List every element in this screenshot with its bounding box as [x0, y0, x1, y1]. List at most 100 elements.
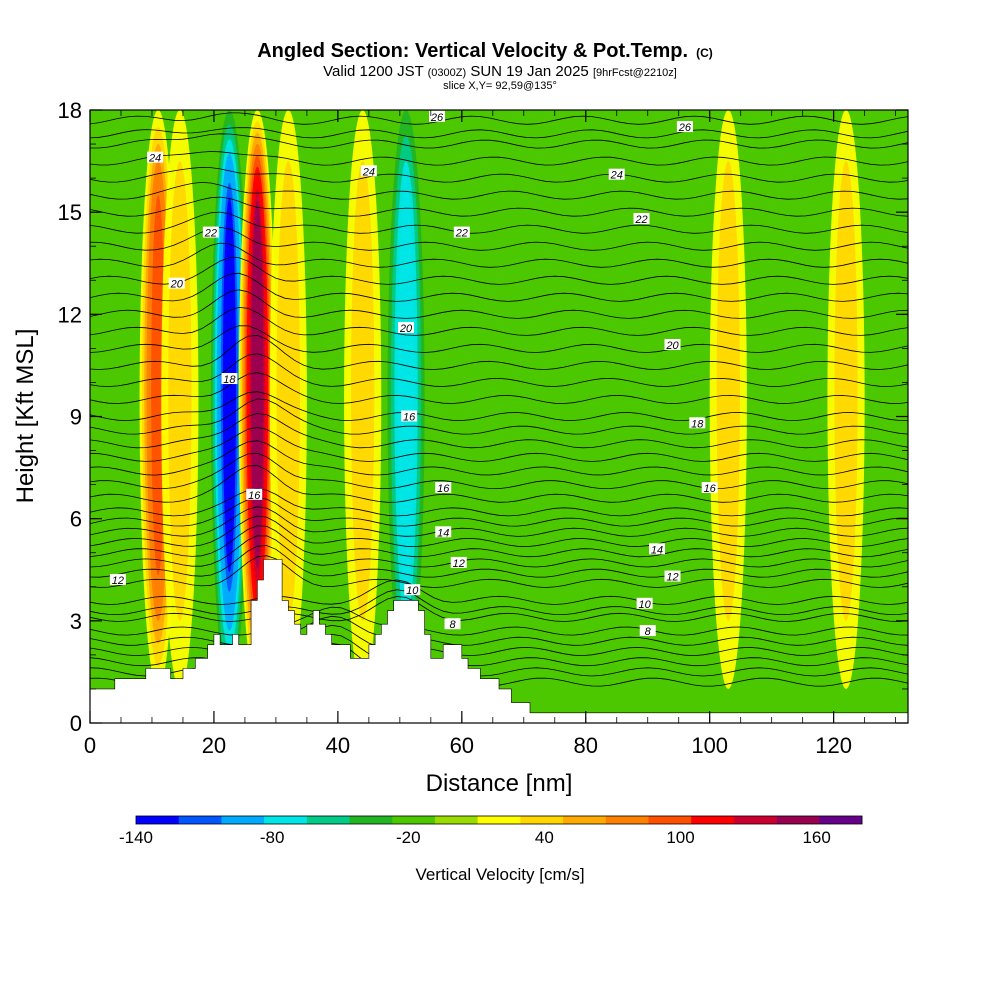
- contour-label: 10: [636, 597, 653, 611]
- x-tick-label: 20: [202, 733, 226, 758]
- theta-contour: [90, 465, 908, 503]
- contour-label: 18: [689, 417, 706, 430]
- theta-contour: [90, 525, 908, 558]
- theta-contour: [90, 226, 908, 251]
- svg-text:14: 14: [651, 544, 663, 556]
- contour-label: 18: [221, 373, 238, 386]
- colorbar-segment: [563, 816, 607, 824]
- terrain: [90, 559, 908, 723]
- contour-label: 12: [664, 570, 681, 584]
- theta-contour: [90, 372, 908, 404]
- colorbar-segment: [733, 816, 777, 824]
- theta-contour: [90, 112, 908, 125]
- colorbar-segment: [520, 816, 564, 824]
- svg-text:22: 22: [634, 214, 647, 226]
- contour-label: 14: [435, 526, 452, 539]
- theta-contour: [90, 398, 908, 435]
- colorbar-segment: [349, 816, 393, 824]
- theta-contour: [90, 497, 908, 527]
- theta-contour: [90, 545, 908, 578]
- contour-label: 20: [398, 321, 415, 335]
- velocity-band: [351, 161, 375, 621]
- colorbar-segment: [178, 816, 222, 824]
- svg-text:24: 24: [148, 153, 161, 165]
- contour-label: 8: [639, 625, 656, 638]
- colorbar-segment: [819, 816, 863, 824]
- svg-text:8: 8: [449, 619, 456, 631]
- chart-subtitle: Valid 1200 JST (0300Z) SUN 19 Jan 2025 […: [323, 63, 677, 80]
- colorbar-tick-label: -20: [396, 828, 421, 847]
- x-axis-label: Distance [nm]: [426, 770, 573, 797]
- contour-label: 20: [664, 338, 681, 352]
- theta-contour: [90, 506, 908, 537]
- y-tick-label: 18: [58, 98, 82, 123]
- colorbar-segment: [776, 816, 820, 824]
- y-tick-label: 3: [70, 609, 82, 634]
- svg-text:10: 10: [639, 599, 652, 611]
- theta-contour: [90, 555, 908, 588]
- velocity-band: [168, 161, 192, 621]
- theta-contour: [90, 306, 908, 336]
- contour-label: 24: [360, 165, 377, 178]
- svg-text:10: 10: [406, 585, 419, 597]
- svg-text:24: 24: [610, 170, 623, 182]
- x-tick-label: 80: [574, 733, 598, 758]
- colorbar: -140 -80 -20 40 100 160: [119, 815, 863, 847]
- svg-text:24: 24: [362, 166, 375, 178]
- contour-label: 24: [608, 168, 625, 182]
- theta-contour: [90, 452, 908, 490]
- theta-contour: [90, 589, 908, 616]
- contour-label: 12: [109, 573, 126, 587]
- x-tick-label: 40: [326, 733, 350, 758]
- contour-label: 22: [453, 226, 470, 240]
- svg-text:22: 22: [204, 228, 217, 240]
- colorbar-segment: [306, 816, 350, 824]
- contour-label: 12: [450, 556, 467, 570]
- colorbar-segment: [648, 816, 692, 824]
- theta-contour: [90, 596, 908, 622]
- svg-text:14: 14: [437, 527, 449, 539]
- colorbar-segment: [605, 816, 649, 824]
- velocity-band: [151, 195, 166, 576]
- colorbar-tick-label: -80: [260, 828, 285, 847]
- svg-text:26: 26: [430, 112, 444, 124]
- colorbar-segment: [477, 816, 521, 824]
- x-tick-label: 100: [691, 733, 728, 758]
- colorbar-segment: [264, 816, 308, 824]
- colorbar-segment: [691, 816, 735, 824]
- title-block: Angled Section: Vertical Velocity & Pot.…: [257, 40, 713, 92]
- y-axis-label: Height [Kft MSL]: [12, 329, 39, 504]
- slice-label: slice X,Y= 92,59@135°: [443, 80, 557, 92]
- contour-label: 16: [701, 482, 718, 495]
- theta-contour: [90, 515, 908, 548]
- svg-text:16: 16: [403, 412, 416, 424]
- velocity-band: [397, 186, 415, 587]
- contour-label: 22: [202, 226, 219, 240]
- theta-contour: [90, 615, 908, 646]
- theta-contour: [90, 127, 908, 139]
- contour-label: 16: [435, 482, 452, 495]
- colorbar-tick-label: 100: [666, 828, 694, 847]
- contour-label: 20: [168, 277, 185, 291]
- svg-text:16: 16: [704, 483, 717, 495]
- theta-contours: [90, 112, 908, 687]
- theta-contour: [90, 289, 908, 319]
- svg-text:8: 8: [645, 626, 652, 638]
- y-tick-label: 15: [58, 200, 82, 225]
- velocity-band: [716, 161, 740, 621]
- svg-text:12: 12: [453, 558, 465, 570]
- colorbar-tick-label: 160: [802, 828, 830, 847]
- theta-contour: [90, 242, 908, 268]
- colorbar-frame: [135, 815, 863, 825]
- copyright-mark: (C): [696, 46, 713, 60]
- contour-label: 16: [246, 488, 263, 502]
- velocity-band: [834, 161, 858, 621]
- colorbar-tick-label: -140: [119, 828, 153, 847]
- y-tick-label: 0: [70, 711, 82, 736]
- contour-label: 16: [401, 410, 418, 424]
- colorbar-segment: [136, 816, 180, 824]
- theta-contour: [90, 606, 908, 636]
- theta-contour: [90, 257, 908, 285]
- contour-label: 14: [649, 543, 666, 556]
- contour-label: 8: [444, 618, 461, 631]
